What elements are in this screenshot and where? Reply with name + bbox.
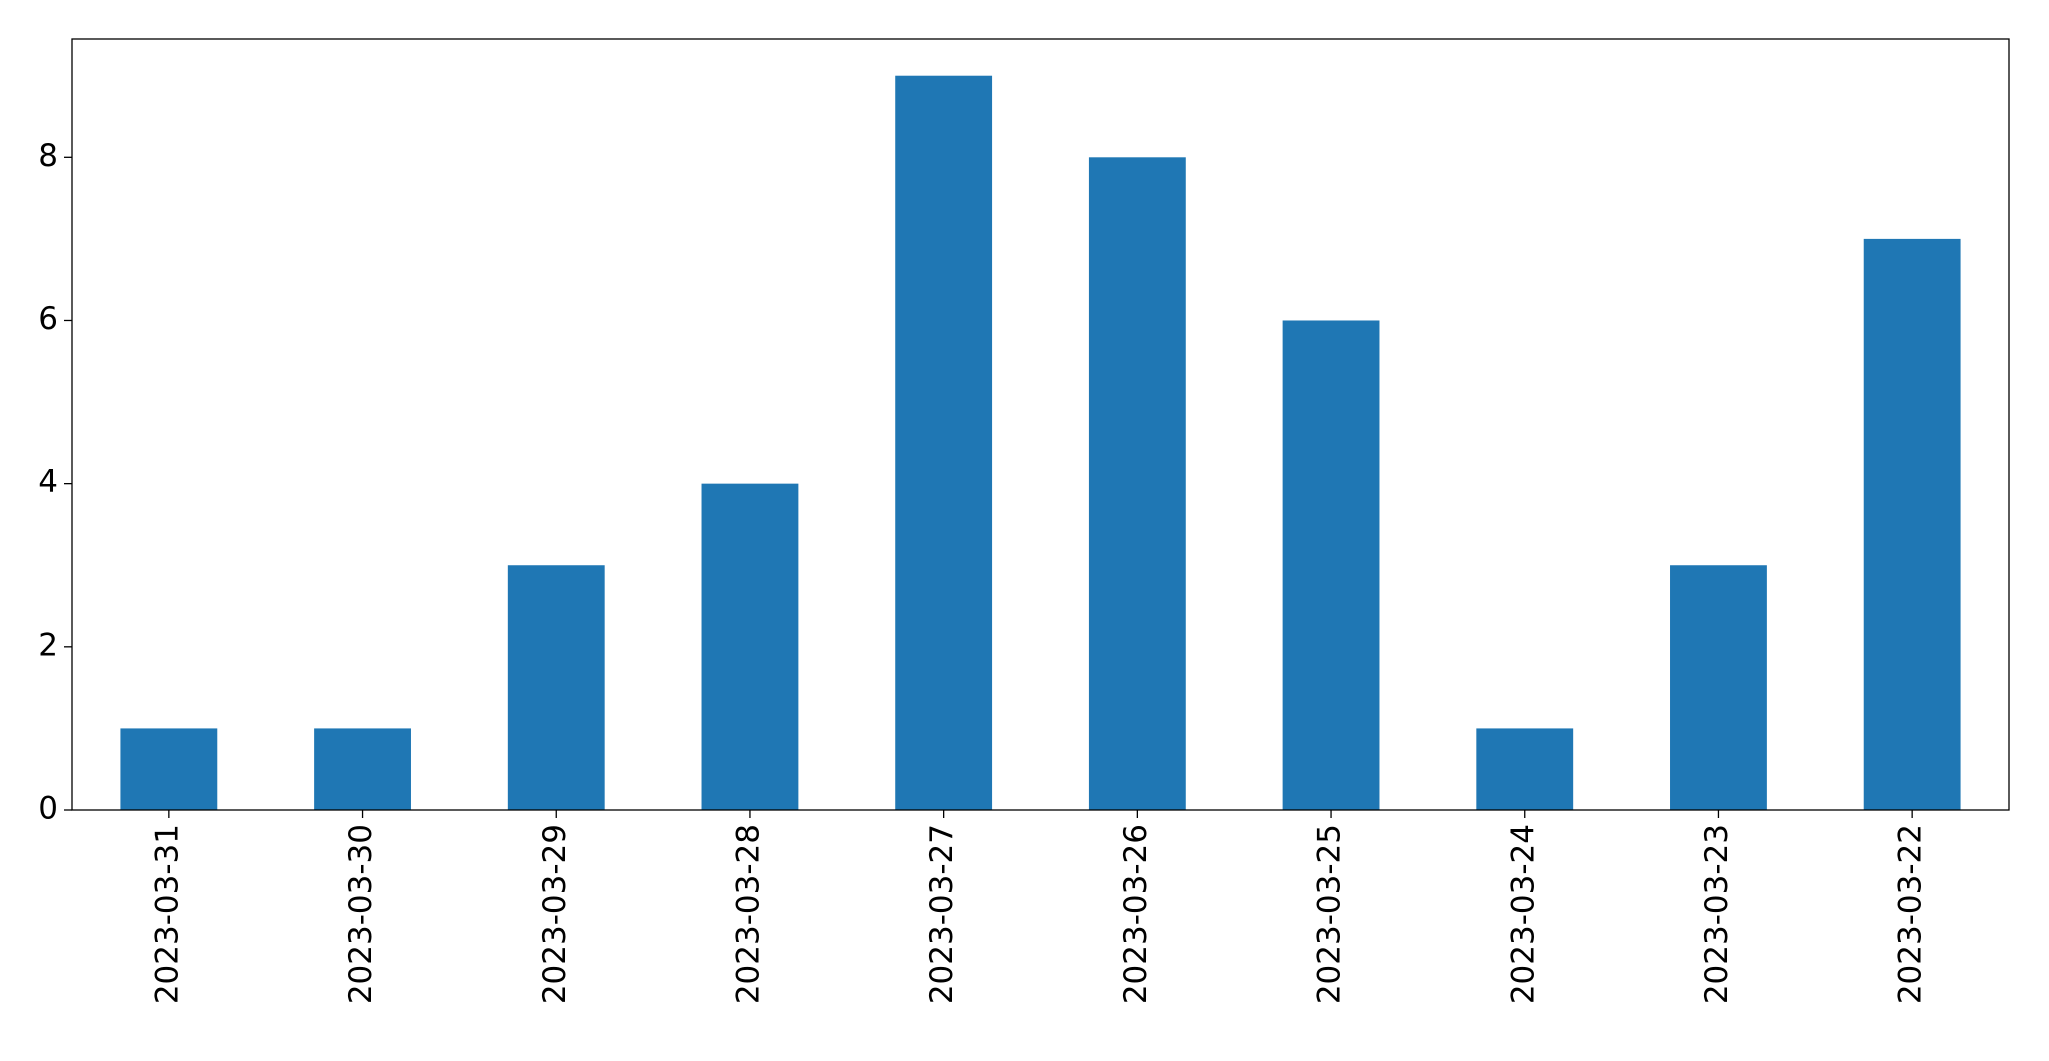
y-tick-label: 8	[38, 138, 58, 174]
x-tick-label: 2023-03-28	[730, 824, 766, 1004]
x-tick-label: 2023-03-31	[149, 824, 185, 1004]
bar	[1088, 157, 1186, 811]
x-tick-label: 2023-03-26	[1118, 824, 1154, 1004]
bar	[507, 565, 605, 810]
plot-frame	[71, 38, 2010, 811]
bar	[895, 75, 993, 810]
bar	[701, 483, 799, 810]
bar	[1863, 238, 1961, 810]
y-tick-label: 4	[38, 464, 58, 500]
bar	[120, 728, 218, 810]
bar	[1476, 728, 1574, 810]
bar	[1282, 320, 1380, 810]
y-tick-label: 6	[38, 301, 58, 337]
bar	[1670, 565, 1767, 810]
bar	[314, 728, 411, 810]
x-tick-label: 2023-03-30	[343, 824, 379, 1004]
x-tick-label: 2023-03-29	[537, 824, 573, 1004]
x-tick-label: 2023-03-27	[924, 824, 960, 1004]
x-tick-label: 2023-03-23	[1699, 824, 1735, 1004]
y-tick-label: 2	[38, 627, 58, 663]
x-tick-label: 2023-03-24	[1505, 824, 1541, 1004]
x-tick-label: 2023-03-22	[1893, 824, 1929, 1004]
x-tick-label: 2023-03-25	[1312, 824, 1348, 1004]
y-tick-label: 0	[38, 791, 58, 827]
